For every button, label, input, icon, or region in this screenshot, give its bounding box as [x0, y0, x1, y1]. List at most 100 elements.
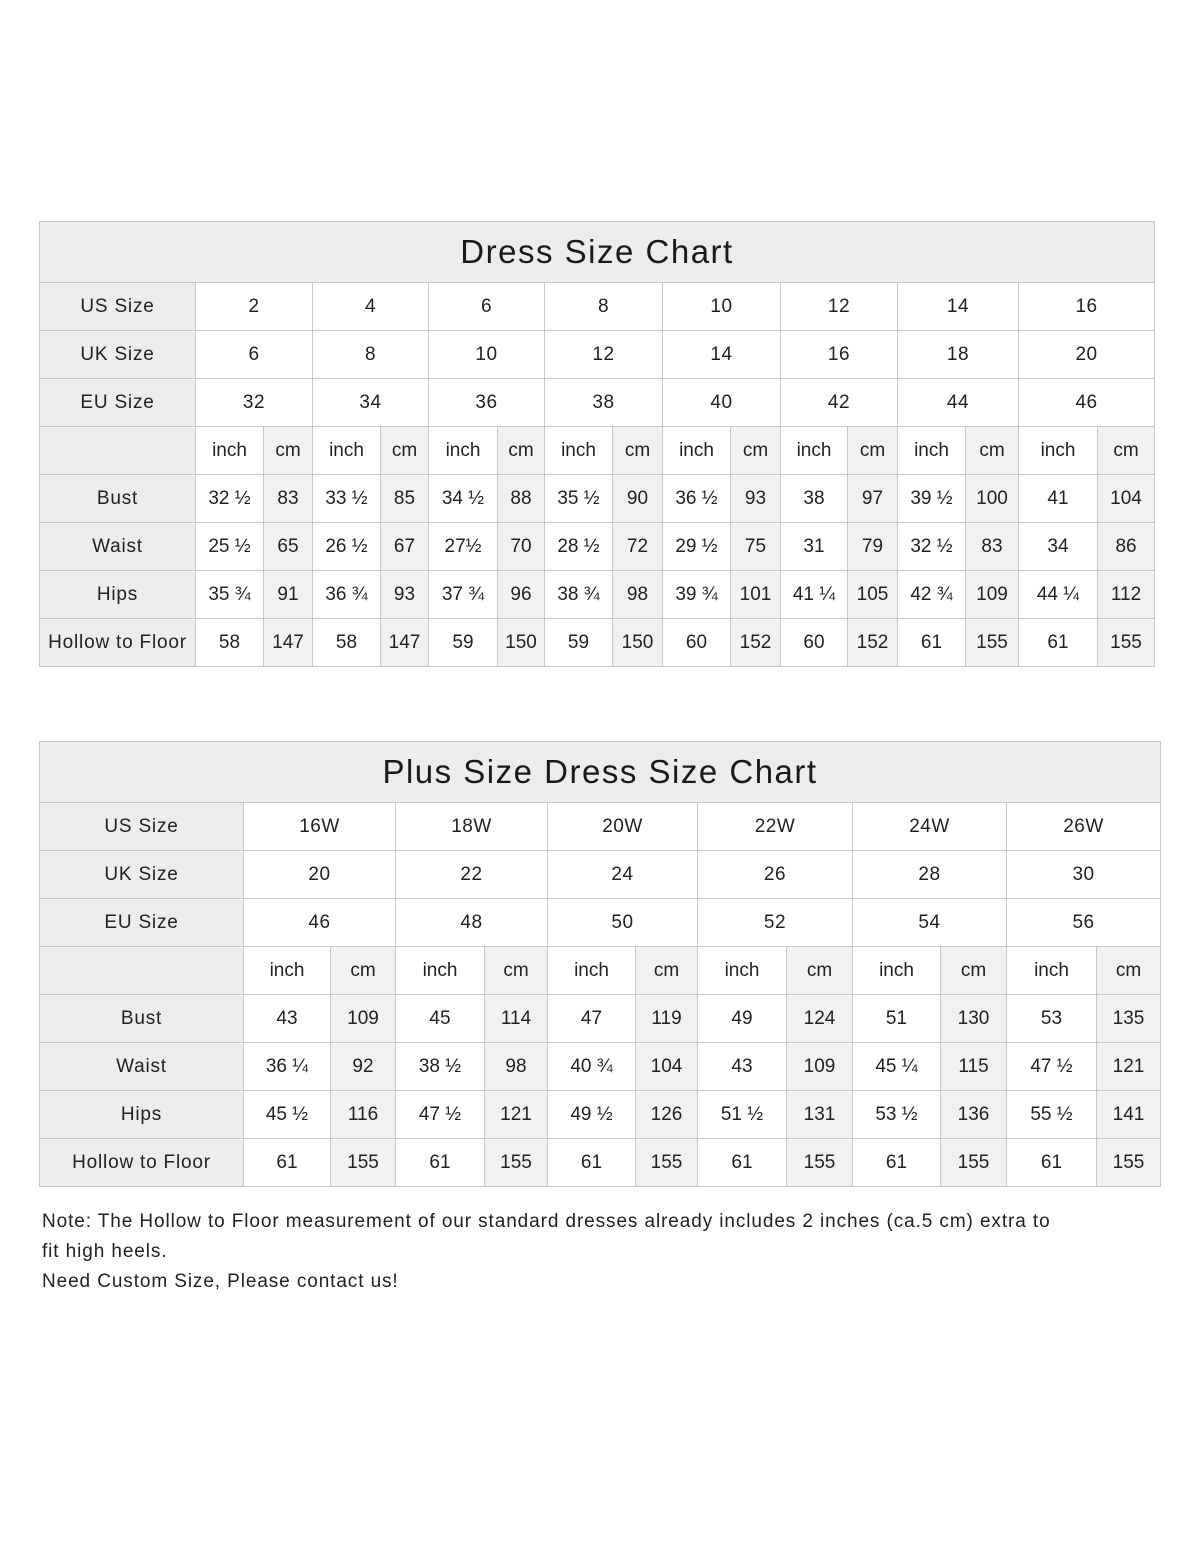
inch-value-cell: 34 [1018, 522, 1098, 571]
size-cell: 34 [312, 378, 429, 427]
cm-value-cell: 124 [786, 994, 853, 1043]
measure-row: Hollow to Floor 58 147 58 147 59 150 59 150 60 152… [39, 618, 1156, 667]
inch-value-cell: 61 [1006, 1138, 1097, 1187]
cm-value-cell: 155 [940, 1138, 1007, 1187]
size-cell: 10 [428, 330, 545, 379]
cm-value-cell: 109 [965, 570, 1019, 619]
cm-value-cell: 104 [635, 1042, 698, 1091]
inch-value-cell: 38 ¾ [544, 570, 613, 619]
inch-value-cell: 42 ¾ [897, 570, 966, 619]
size-cell: 18W [395, 802, 548, 851]
inch-value-cell: 31 [780, 522, 848, 571]
inch-value-cell: 60 [780, 618, 848, 667]
cm-value-cell: 93 [380, 570, 429, 619]
inch-value-cell: 61 [547, 1138, 636, 1187]
inch-value-cell: 32 ½ [195, 474, 264, 523]
size-row: EU Size 46 48 50 52 54 56 [39, 898, 1162, 947]
inch-value-cell: 39 ¾ [662, 570, 731, 619]
inch-value-cell: 58 [312, 618, 381, 667]
cm-value-cell: 105 [847, 570, 898, 619]
cm-value-cell: 85 [380, 474, 429, 523]
row-label: Waist [39, 522, 196, 571]
cm-value-cell: 114 [484, 994, 548, 1043]
note-line-3: Need Custom Size, Please contact us! [42, 1271, 399, 1292]
inch-value-cell: 36 ¾ [312, 570, 381, 619]
cm-value-cell: 150 [612, 618, 663, 667]
inch-value-cell: 53 ½ [852, 1090, 941, 1139]
cm-value-cell: 150 [497, 618, 545, 667]
unit-inch-cell: inch [243, 946, 331, 995]
inch-value-cell: 32 ½ [897, 522, 966, 571]
title-row: Plus Size Dress Size Chart [38, 741, 1162, 803]
cm-value-cell: 88 [497, 474, 545, 523]
inch-value-cell: 45 ¼ [852, 1042, 941, 1091]
cm-value-cell: 67 [380, 522, 429, 571]
measure-row: Waist 25 ½ 65 26 ½ 67 27½ 70 28 ½ 72 29 ½ 75 31 79 32… [39, 522, 1156, 571]
size-row: US Size 16W 18W 20W 22W 24W 26W [39, 802, 1162, 851]
inch-value-cell: 38 ½ [395, 1042, 485, 1091]
unit-cm-cell: cm [484, 946, 548, 995]
chart-title: Plus Size Dress Size Chart [38, 741, 1162, 803]
row-label: US Size [39, 282, 196, 331]
cm-value-cell: 155 [786, 1138, 853, 1187]
inch-value-cell: 49 [697, 994, 787, 1043]
inch-value-cell: 36 ½ [662, 474, 731, 523]
inch-value-cell: 61 [395, 1138, 485, 1187]
cm-value-cell: 121 [484, 1090, 548, 1139]
inch-value-cell: 45 ½ [243, 1090, 331, 1139]
unit-inch-cell: inch [544, 426, 613, 475]
size-row: EU Size 32 34 36 38 40 42 44 46 [39, 378, 1156, 427]
unit-cm-cell: cm [965, 426, 1019, 475]
inch-value-cell: 43 [243, 994, 331, 1043]
unit-inch-cell: inch [395, 946, 485, 995]
inch-value-cell: 61 [852, 1138, 941, 1187]
size-cell: 26 [697, 850, 853, 899]
row-label-empty [39, 946, 244, 995]
cm-value-cell: 83 [965, 522, 1019, 571]
row-label: Hips [39, 570, 196, 619]
inch-value-cell: 29 ½ [662, 522, 731, 571]
cm-value-cell: 116 [330, 1090, 396, 1139]
cm-value-cell: 65 [263, 522, 313, 571]
cm-value-cell: 155 [484, 1138, 548, 1187]
cm-value-cell: 135 [1095, 994, 1162, 1043]
cm-value-cell: 97 [847, 474, 898, 523]
unit-inch-cell: inch [697, 946, 787, 995]
unit-inch-cell: inch [1006, 946, 1097, 995]
inch-value-cell: 39 ½ [897, 474, 966, 523]
size-cell: 20 [243, 850, 396, 899]
inch-value-cell: 41 [1018, 474, 1098, 523]
unit-cm-cell: cm [847, 426, 898, 475]
row-label: Hollow to Floor [39, 618, 196, 667]
cm-value-cell: 126 [635, 1090, 698, 1139]
inch-value-cell: 59 [428, 618, 498, 667]
cm-value-cell: 112 [1096, 570, 1156, 619]
unit-inch-cell: inch [897, 426, 966, 475]
cm-value-cell: 109 [330, 994, 396, 1043]
unit-cm-cell: cm [1096, 426, 1156, 475]
cm-value-cell: 131 [786, 1090, 853, 1139]
cm-value-cell: 115 [940, 1042, 1007, 1091]
cm-value-cell: 79 [847, 522, 898, 571]
cm-value-cell: 152 [730, 618, 781, 667]
size-cell: 4 [312, 282, 429, 331]
inch-value-cell: 35 ½ [544, 474, 613, 523]
unit-row: inch cm inch cm inch cm inch cm inch cm inch cm inch… [39, 426, 1156, 475]
size-cell: 36 [428, 378, 545, 427]
inch-value-cell: 44 ¼ [1018, 570, 1098, 619]
inch-value-cell: 55 ½ [1006, 1090, 1097, 1139]
size-cell: 32 [195, 378, 313, 427]
cm-value-cell: 104 [1096, 474, 1156, 523]
cm-value-cell: 101 [730, 570, 781, 619]
cm-value-cell: 155 [635, 1138, 698, 1187]
dress-size-chart-table: Dress Size Chart US Size 2 4 6 8 10 12 14 16 UK Si… [38, 221, 1156, 667]
row-label: Hips [39, 1090, 244, 1139]
unit-inch-cell: inch [547, 946, 636, 995]
inch-value-cell: 47 ½ [395, 1090, 485, 1139]
unit-cm-cell: cm [786, 946, 853, 995]
size-cell: 42 [780, 378, 898, 427]
inch-value-cell: 61 [1018, 618, 1098, 667]
size-row: UK Size 6 8 10 12 14 16 18 20 [39, 330, 1156, 379]
size-row: US Size 2 4 6 8 10 12 14 16 [39, 282, 1156, 331]
